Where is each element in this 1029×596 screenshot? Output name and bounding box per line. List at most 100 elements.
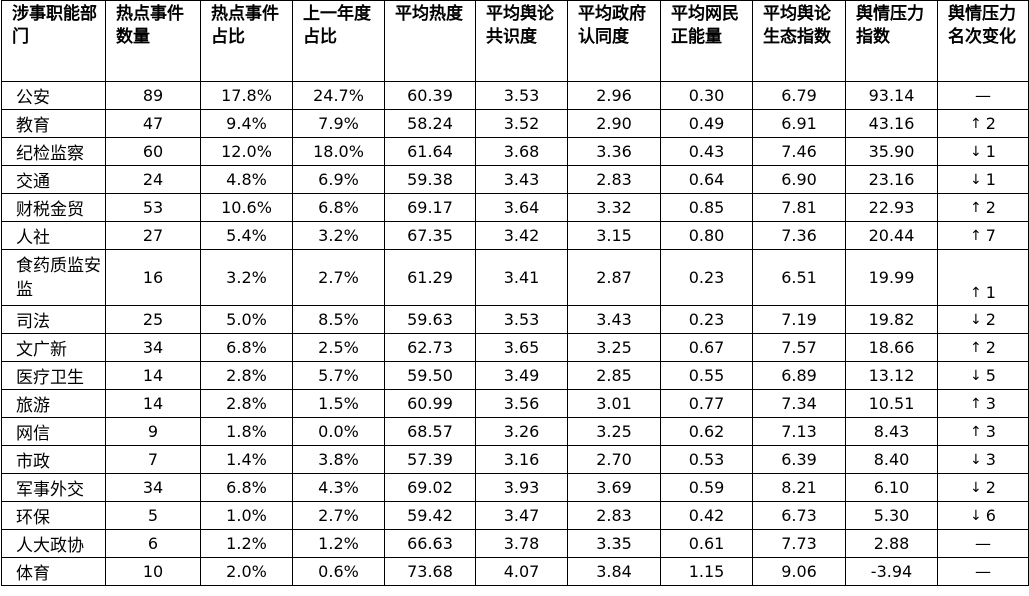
rank-change-value: 2 xyxy=(985,310,996,329)
eco-index-cell: 6.39 xyxy=(752,445,846,474)
table-row: 纪检监察 60 12.0% 18.0% 61.64 3.68 3.36 0.43 7.46 35.… xyxy=(1,137,1029,166)
consensus-cell: 3.93 xyxy=(475,473,568,502)
table-row: 教育 47 9.4% 7.9% 58.24 3.52 2.90 0.49 6.91 43.16 ↑ 2 xyxy=(1,109,1029,138)
rank-change-cell: — xyxy=(937,529,1029,558)
pressure-cell: 18.66 xyxy=(845,333,938,362)
arrow-up-icon: ↑ xyxy=(970,200,982,216)
prev-share-cell: 0.6% xyxy=(292,557,385,586)
count-cell: 14 xyxy=(105,361,201,390)
gov-approval-cell: 2.96 xyxy=(567,81,661,110)
heat-cell: 67.35 xyxy=(384,221,476,250)
gov-approval-cell: 3.25 xyxy=(567,333,661,362)
table-body: 公安 89 17.8% 24.7% 60.39 3.53 2.96 0.30 6.79 93.14… xyxy=(1,81,1029,586)
rank-change-value: — xyxy=(975,86,991,105)
rank-change-value: — xyxy=(975,562,991,581)
positive-cell: 0.55 xyxy=(660,361,753,390)
table-row: 体育 10 2.0% 0.6% 73.68 4.07 3.84 1.15 9.06 -3.94 — xyxy=(1,557,1029,586)
dept-cell: 司法 xyxy=(1,305,106,334)
heat-cell: 61.29 xyxy=(384,249,476,306)
share-cell: 10.6% xyxy=(200,193,293,222)
pressure-cell: 20.44 xyxy=(845,221,938,250)
gov-approval-cell: 2.85 xyxy=(567,361,661,390)
consensus-cell: 3.52 xyxy=(475,109,568,138)
pressure-cell: 19.99 xyxy=(845,249,938,306)
eco-index-cell: 7.19 xyxy=(752,305,846,334)
rank-change-cell: ↑ 2 xyxy=(937,193,1029,222)
heat-cell: 59.63 xyxy=(384,305,476,334)
arrow-down-icon: ↓ xyxy=(970,312,982,328)
rank-change-value: 2 xyxy=(985,114,996,133)
pressure-cell: 8.43 xyxy=(845,417,938,446)
share-cell: 12.0% xyxy=(200,137,293,166)
arrow-down-icon: ↓ xyxy=(970,452,982,468)
rank-change-value: 6 xyxy=(985,506,996,525)
count-cell: 27 xyxy=(105,221,201,250)
eco-index-cell: 7.81 xyxy=(752,193,846,222)
dept-cell: 体育 xyxy=(1,557,106,586)
header-cell: 舆情压力名次变化 xyxy=(937,0,1029,82)
count-cell: 6 xyxy=(105,529,201,558)
dept-cell: 公安 xyxy=(1,81,106,110)
rank-change-value: 2 xyxy=(985,338,996,357)
gov-approval-cell: 2.83 xyxy=(567,165,661,194)
header-cell: 上一年度占比 xyxy=(292,0,385,82)
rank-change-cell: — xyxy=(937,557,1029,586)
count-cell: 34 xyxy=(105,473,201,502)
heat-cell: 58.24 xyxy=(384,109,476,138)
rank-change-value: 1 xyxy=(985,283,996,302)
rank-change-cell: ↑ 2 xyxy=(937,109,1029,138)
positive-cell: 0.62 xyxy=(660,417,753,446)
eco-index-cell: 6.91 xyxy=(752,109,846,138)
consensus-cell: 3.68 xyxy=(475,137,568,166)
dept-cell: 食药质监安监 xyxy=(1,249,106,306)
dept-cell: 医疗卫生 xyxy=(1,361,106,390)
count-cell: 10 xyxy=(105,557,201,586)
header-cell: 平均热度 xyxy=(384,0,476,82)
prev-share-cell: 8.5% xyxy=(292,305,385,334)
dept-cell: 军事外交 xyxy=(1,473,106,502)
pressure-cell: 22.93 xyxy=(845,193,938,222)
table-row: 人社 27 5.4% 3.2% 67.35 3.42 3.15 0.80 7.36 20.44 ↑ 7 xyxy=(1,221,1029,250)
consensus-cell: 3.42 xyxy=(475,221,568,250)
prev-share-cell: 1.5% xyxy=(292,389,385,418)
consensus-cell: 3.16 xyxy=(475,445,568,474)
gov-approval-cell: 3.36 xyxy=(567,137,661,166)
table-row: 旅游 14 2.8% 1.5% 60.99 3.56 3.01 0.77 7.34 10.51 ↑ 3 xyxy=(1,389,1029,418)
dept-cell: 教育 xyxy=(1,109,106,138)
heat-cell: 73.68 xyxy=(384,557,476,586)
pressure-cell: 5.30 xyxy=(845,501,938,530)
eco-index-cell: 9.06 xyxy=(752,557,846,586)
eco-index-cell: 8.21 xyxy=(752,473,846,502)
table-row: 文广新 34 6.8% 2.5% 62.73 3.65 3.25 0.67 7.57 18.66 ↑… xyxy=(1,333,1029,362)
gov-approval-cell: 3.15 xyxy=(567,221,661,250)
prev-share-cell: 0.0% xyxy=(292,417,385,446)
header-cell: 平均网民正能量 xyxy=(660,0,753,82)
positive-cell: 0.80 xyxy=(660,221,753,250)
positive-cell: 0.53 xyxy=(660,445,753,474)
positive-cell: 0.43 xyxy=(660,137,753,166)
consensus-cell: 3.78 xyxy=(475,529,568,558)
heat-cell: 62.73 xyxy=(384,333,476,362)
prev-share-cell: 4.3% xyxy=(292,473,385,502)
count-cell: 53 xyxy=(105,193,201,222)
eco-index-cell: 7.46 xyxy=(752,137,846,166)
positive-cell: 0.67 xyxy=(660,333,753,362)
table-row: 市政 7 1.4% 3.8% 57.39 3.16 2.70 0.53 6.39 8.40 ↓ 3 xyxy=(1,445,1029,474)
share-cell: 6.8% xyxy=(200,333,293,362)
gov-approval-cell: 2.83 xyxy=(567,501,661,530)
consensus-cell: 4.07 xyxy=(475,557,568,586)
share-cell: 1.4% xyxy=(200,445,293,474)
rank-change-cell: — xyxy=(937,81,1029,110)
header-cell: 热点事件占比 xyxy=(200,0,293,82)
share-cell: 2.8% xyxy=(200,389,293,418)
header-cell: 涉事职能部门 xyxy=(1,0,106,82)
heat-cell: 59.38 xyxy=(384,165,476,194)
positive-cell: 0.23 xyxy=(660,305,753,334)
eco-index-cell: 7.13 xyxy=(752,417,846,446)
count-cell: 24 xyxy=(105,165,201,194)
share-cell: 5.0% xyxy=(200,305,293,334)
rank-change-value: 1 xyxy=(985,170,996,189)
rank-change-cell: ↑ 2 xyxy=(937,333,1029,362)
gov-approval-cell: 3.43 xyxy=(567,305,661,334)
share-cell: 5.4% xyxy=(200,221,293,250)
